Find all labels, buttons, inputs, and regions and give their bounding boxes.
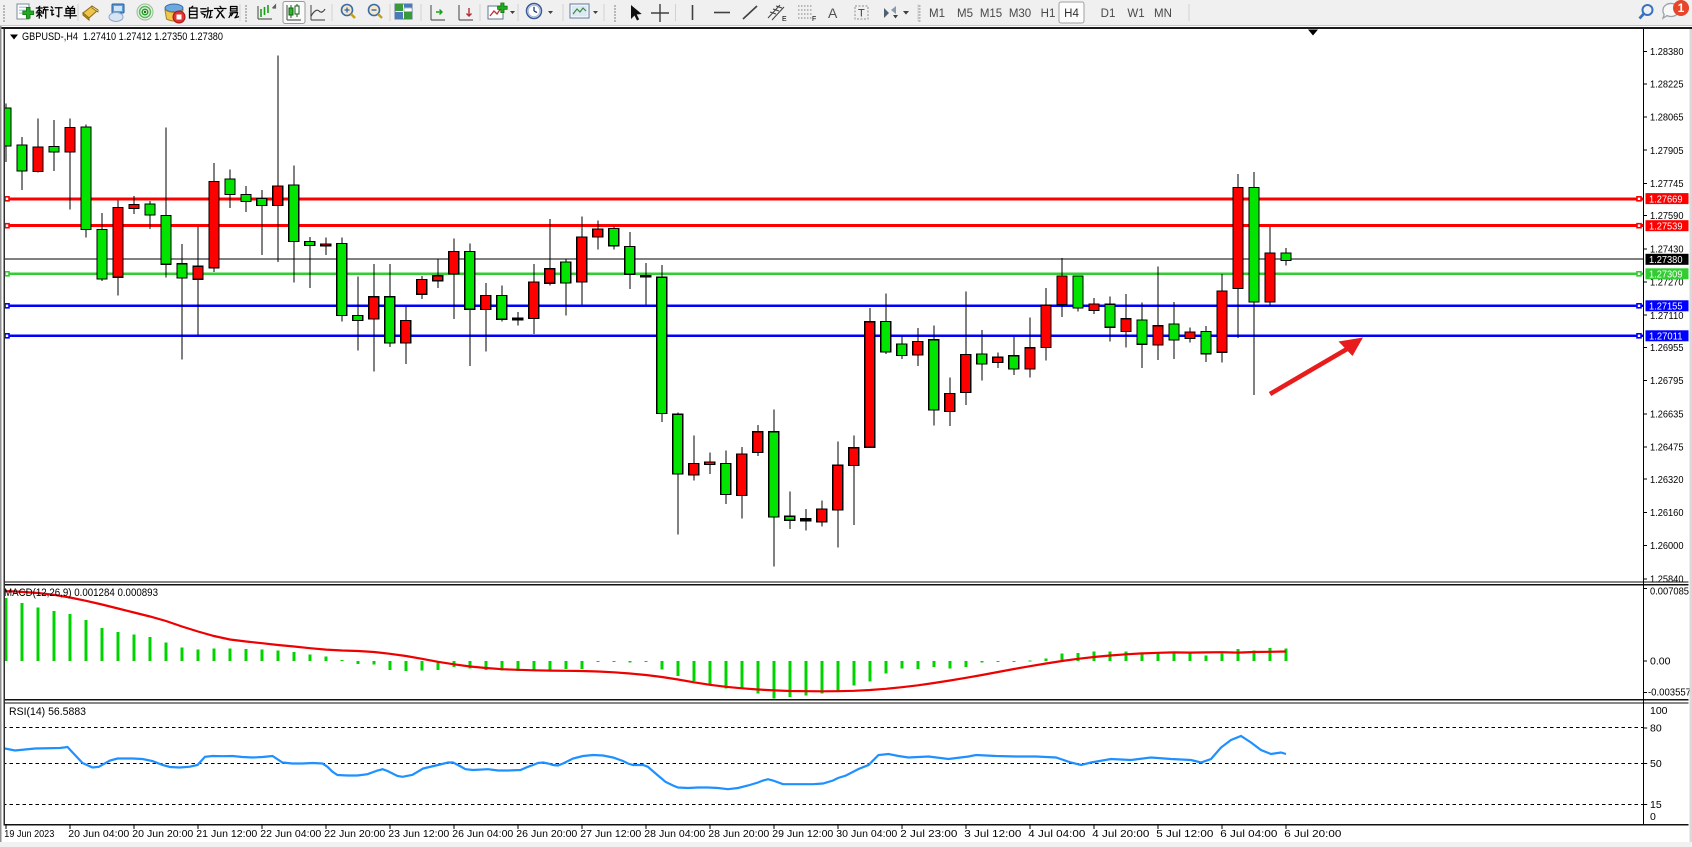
svg-text:D1: D1 (1101, 8, 1116, 20)
svg-text:1.27011: 1.27011 (1649, 331, 1683, 343)
svg-text:W1: W1 (1127, 8, 1144, 20)
svg-text:23 Jun 12:00: 23 Jun 12:00 (388, 828, 449, 840)
svg-text:1.26000: 1.26000 (1650, 540, 1684, 552)
svg-text:1.27270: 1.27270 (1650, 277, 1684, 289)
svg-text:28 Jun 04:00: 28 Jun 04:00 (644, 828, 705, 840)
svg-text:6 Jul 20:00: 6 Jul 20:00 (1284, 828, 1341, 840)
svg-text:3 Jul 12:00: 3 Jul 12:00 (964, 828, 1021, 840)
svg-text:E: E (782, 16, 787, 23)
svg-text:1.27745: 1.27745 (1650, 178, 1684, 190)
svg-text:1.27905: 1.27905 (1650, 145, 1684, 157)
svg-text:F: F (812, 16, 816, 23)
svg-text:0.00: 0.00 (1650, 656, 1671, 668)
svg-text:6 Jul 04:00: 6 Jul 04:00 (1220, 828, 1277, 840)
svg-text:1.28225: 1.28225 (1650, 78, 1684, 90)
svg-text:1.28065: 1.28065 (1650, 112, 1684, 124)
svg-text:1.26635: 1.26635 (1650, 408, 1684, 420)
svg-text:1.27309: 1.27309 (1649, 269, 1683, 281)
svg-text:M1: M1 (929, 8, 945, 20)
svg-text:T: T (858, 8, 865, 20)
svg-text:22 Jun 04:00: 22 Jun 04:00 (260, 828, 321, 840)
svg-text:1.27669: 1.27669 (1649, 193, 1683, 205)
svg-text:H4: H4 (1064, 8, 1079, 20)
svg-text:50: 50 (1650, 758, 1662, 770)
svg-text:1.27430: 1.27430 (1650, 243, 1684, 255)
svg-text:80: 80 (1650, 723, 1662, 735)
svg-text:29 Jun 12:00: 29 Jun 12:00 (772, 828, 833, 840)
svg-text:4 Jul 04:00: 4 Jul 04:00 (1028, 828, 1085, 840)
svg-text:22 Jun 20:00: 22 Jun 20:00 (324, 828, 385, 840)
svg-text:30 Jun 04:00: 30 Jun 04:00 (836, 828, 897, 840)
svg-text:0: 0 (1650, 811, 1656, 823)
svg-text:A: A (828, 5, 838, 21)
svg-text:M30: M30 (1009, 8, 1031, 20)
svg-text:-0.003557: -0.003557 (1648, 687, 1691, 699)
svg-text:M15: M15 (980, 8, 1002, 20)
svg-text:RSI(14) 56.5883: RSI(14) 56.5883 (9, 706, 86, 718)
svg-text:21 Jun 12:00: 21 Jun 12:00 (196, 828, 257, 840)
svg-text:28 Jun 20:00: 28 Jun 20:00 (708, 828, 769, 840)
svg-text:1.27539: 1.27539 (1649, 221, 1683, 233)
svg-text:1.27380: 1.27380 (1649, 254, 1683, 266)
svg-text:1.26955: 1.26955 (1650, 342, 1684, 354)
svg-text:4 Jul 20:00: 4 Jul 20:00 (1092, 828, 1149, 840)
svg-text:1.26475: 1.26475 (1650, 442, 1684, 454)
svg-text:1: 1 (1678, 1, 1685, 15)
svg-text:1.26795: 1.26795 (1650, 375, 1684, 387)
svg-text:26 Jun 04:00: 26 Jun 04:00 (452, 828, 513, 840)
svg-text:GBPUSD-,H4 1.27410 1.27412 1.: GBPUSD-,H4 1.27410 1.27412 1.27350 1.273… (22, 31, 223, 43)
svg-text:1.27590: 1.27590 (1650, 210, 1684, 222)
svg-text:M5: M5 (957, 8, 973, 20)
svg-text:27 Jun 12:00: 27 Jun 12:00 (580, 828, 641, 840)
svg-text:100: 100 (1650, 705, 1668, 717)
svg-text:20 Jun 20:00: 20 Jun 20:00 (132, 828, 193, 840)
svg-text:MACD(12,26,9) 0.001284 0.00089: MACD(12,26,9) 0.001284 0.000893 (4, 587, 158, 599)
svg-text:20 Jun 04:00: 20 Jun 04:00 (68, 828, 129, 840)
svg-text:1.27155: 1.27155 (1649, 301, 1683, 313)
svg-text:H1: H1 (1041, 8, 1056, 20)
svg-text:0.007085: 0.007085 (1650, 586, 1689, 598)
svg-text:2 Jul 23:00: 2 Jul 23:00 (900, 828, 957, 840)
svg-text:5 Jul 12:00: 5 Jul 12:00 (1156, 828, 1213, 840)
svg-text:19 Jun 2023: 19 Jun 2023 (4, 828, 54, 840)
svg-text:26 Jun 20:00: 26 Jun 20:00 (516, 828, 577, 840)
svg-text:15: 15 (1650, 799, 1662, 811)
svg-text:1.28380: 1.28380 (1650, 46, 1684, 58)
svg-text:1.26160: 1.26160 (1650, 507, 1684, 519)
svg-text:MN: MN (1154, 8, 1172, 20)
svg-text:1.27110: 1.27110 (1650, 310, 1684, 322)
svg-text:1.26320: 1.26320 (1650, 474, 1684, 486)
svg-text:1.25840: 1.25840 (1650, 573, 1684, 585)
